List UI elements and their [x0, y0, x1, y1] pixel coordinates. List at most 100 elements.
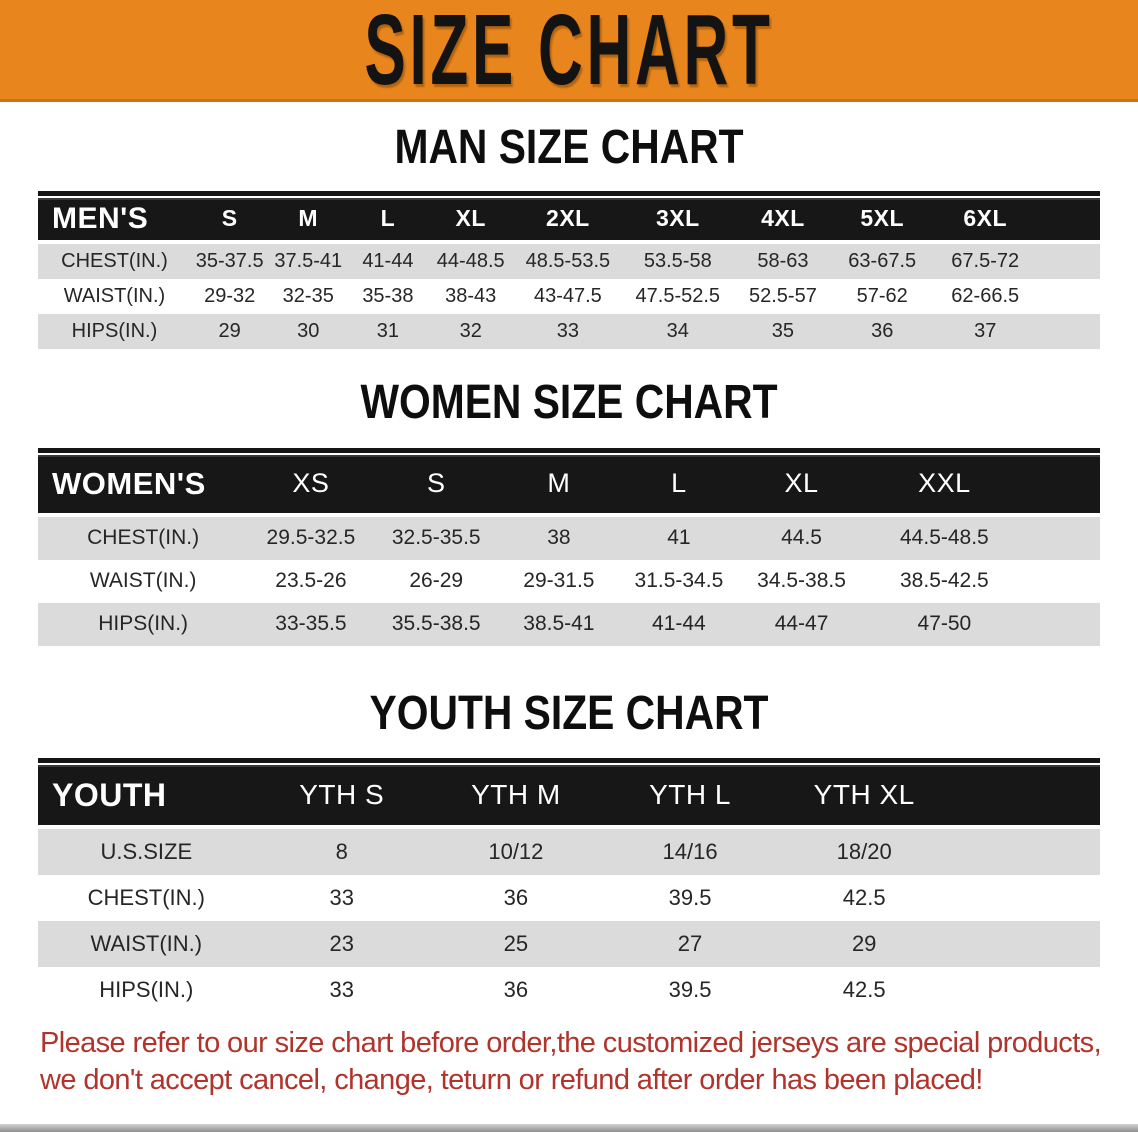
filler-cell — [951, 765, 1100, 830]
column-header: 3XL — [622, 197, 734, 244]
size-cell: 44-48.5 — [427, 243, 514, 279]
women-header-row: WOMEN'S XS S M L XL XXL — [38, 454, 1100, 517]
size-cell: 25 — [428, 921, 603, 968]
size-cell: 34 — [622, 313, 734, 349]
men-size-table: MEN'S S M L XL 2XL 3XL 4XL 5XL 6XL CHEST… — [38, 197, 1100, 349]
youth-size-table: YOUTH YTH S YTH M YTH L YTH XL U.S.SIZE … — [38, 765, 1100, 1014]
size-cell: 53.5-58 — [622, 243, 734, 279]
size-cell: 31.5-34.5 — [618, 559, 739, 603]
banner: SIZE CHART — [0, 0, 1138, 102]
section-youth: YOUTH SIZE CHART YOUTH YTH S YTH M YTH L… — [0, 686, 1138, 1014]
filler-cell — [1038, 197, 1100, 244]
footer-notice: Please refer to our size chart before or… — [40, 1025, 1138, 1099]
size-cell: 29.5-32.5 — [248, 516, 374, 560]
filler-cell — [951, 829, 1100, 876]
size-cell: 41-44 — [348, 243, 428, 279]
size-cell: 23.5-26 — [248, 559, 374, 603]
row-label: HIPS(IN.) — [38, 313, 191, 349]
column-header: YTH M — [428, 765, 603, 830]
row-label: U.S.SIZE — [38, 829, 255, 876]
youth-table-corner-label: YOUTH — [38, 765, 255, 830]
notice-line-2: we don't accept cancel, change, teturn o… — [40, 1064, 983, 1097]
notice-line-1: Please refer to our size chart before or… — [40, 1027, 1102, 1060]
women-table-topline — [38, 447, 1100, 453]
bottom-shadow-strip — [0, 1124, 1138, 1132]
section-men: MAN SIZE CHART MEN'S S M L XL 2XL 3XL 4X… — [0, 121, 1138, 349]
column-header: 4XL — [733, 197, 833, 244]
size-cell: 41 — [618, 516, 739, 560]
size-cell: 36 — [428, 875, 603, 922]
size-cell: 47.5-52.5 — [622, 278, 734, 314]
size-cell: 38 — [498, 516, 619, 560]
men-table-topline — [38, 190, 1100, 196]
size-cell: 23 — [254, 921, 429, 968]
youth-section-heading: YOUTH SIZE CHART — [369, 686, 769, 740]
filler-cell — [1038, 313, 1100, 349]
size-cell: 27 — [602, 921, 778, 968]
size-cell: 38.5-41 — [498, 602, 619, 646]
size-cell: 44.5-48.5 — [864, 516, 1025, 560]
filler-cell — [1024, 559, 1100, 603]
column-header: 5XL — [832, 197, 933, 244]
size-cell: 37 — [932, 313, 1039, 349]
row-label: WAIST(IN.) — [38, 278, 191, 314]
filler-cell — [951, 921, 1100, 968]
table-row: HIPS(IN.) 33 36 39.5 42.5 — [38, 967, 1100, 1014]
section-women: WOMEN SIZE CHART WOMEN'S XS S M L XL XXL — [0, 375, 1138, 646]
table-row: U.S.SIZE 8 10/12 14/16 18/20 — [38, 829, 1100, 876]
table-row: WAIST(IN.) 29-32 32-35 35-38 38-43 43-47… — [38, 278, 1100, 314]
table-row: WAIST(IN.) 23 25 27 29 — [38, 921, 1100, 968]
men-table-corner-label: MEN'S — [38, 197, 191, 244]
size-cell: 32-35 — [268, 278, 349, 314]
size-cell: 35-37.5 — [190, 243, 269, 279]
size-cell: 35 — [733, 313, 833, 349]
column-header: L — [618, 454, 739, 517]
size-cell: 14/16 — [602, 829, 778, 876]
column-header: XL — [427, 197, 514, 244]
size-cell: 42.5 — [777, 875, 952, 922]
table-row: CHEST(IN.) 29.5-32.5 32.5-35.5 38 41 44.… — [38, 516, 1100, 560]
column-header: S — [190, 197, 269, 244]
row-label: CHEST(IN.) — [38, 516, 249, 560]
column-header: YTH S — [254, 765, 429, 830]
filler-cell — [1024, 602, 1100, 646]
table-row: CHEST(IN.) 35-37.5 37.5-41 41-44 44-48.5… — [38, 243, 1100, 279]
column-header: XXL — [864, 454, 1025, 517]
size-cell: 38.5-42.5 — [864, 559, 1025, 603]
women-size-table: WOMEN'S XS S M L XL XXL CHEST(IN.) 29.5-… — [38, 454, 1100, 646]
size-cell: 39.5 — [602, 967, 778, 1014]
size-cell: 29-31.5 — [498, 559, 619, 603]
filler-cell — [951, 875, 1100, 922]
filler-cell — [1038, 243, 1100, 279]
size-cell: 41-44 — [618, 602, 739, 646]
filler-cell — [1038, 278, 1100, 314]
row-label: WAIST(IN.) — [38, 559, 249, 603]
size-cell: 52.5-57 — [733, 278, 833, 314]
size-cell: 31 — [348, 313, 428, 349]
size-cell: 29-32 — [190, 278, 269, 314]
size-cell: 29 — [777, 921, 952, 968]
women-section-heading: WOMEN SIZE CHART — [360, 375, 778, 429]
size-cell: 43-47.5 — [513, 278, 623, 314]
column-header: L — [348, 197, 428, 244]
size-cell: 36 — [832, 313, 933, 349]
size-cell: 30 — [268, 313, 349, 349]
table-row: HIPS(IN.) 33-35.5 35.5-38.5 38.5-41 41-4… — [38, 602, 1100, 646]
size-cell: 33 — [513, 313, 623, 349]
size-cell: 44-47 — [738, 602, 865, 646]
table-row: HIPS(IN.) 29 30 31 32 33 34 35 36 37 — [38, 313, 1100, 349]
size-cell: 35.5-38.5 — [373, 602, 499, 646]
column-header: S — [373, 454, 499, 517]
size-cell: 8 — [254, 829, 429, 876]
youth-header-row: YOUTH YTH S YTH M YTH L YTH XL — [38, 765, 1100, 830]
column-header: 2XL — [513, 197, 623, 244]
size-cell: 67.5-72 — [932, 243, 1039, 279]
men-header-row: MEN'S S M L XL 2XL 3XL 4XL 5XL 6XL — [38, 197, 1100, 244]
column-header: YTH XL — [777, 765, 952, 830]
table-row: WAIST(IN.) 23.5-26 26-29 29-31.5 31.5-34… — [38, 559, 1100, 603]
page-title: SIZE CHART — [364, 0, 774, 106]
row-label: WAIST(IN.) — [38, 921, 255, 968]
size-cell: 47-50 — [864, 602, 1025, 646]
size-cell: 10/12 — [428, 829, 603, 876]
